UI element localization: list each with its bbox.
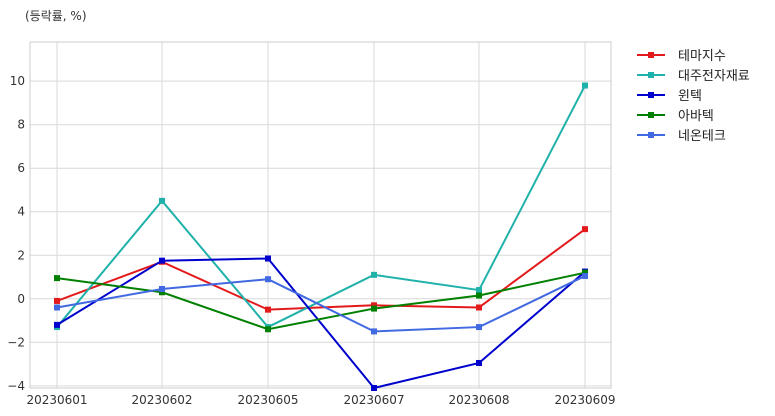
data-point xyxy=(265,306,271,313)
series-line xyxy=(56,228,586,311)
legend-item: 테마지수 xyxy=(637,49,726,64)
x-tick-label: 20230602 xyxy=(131,393,192,407)
data-point xyxy=(476,359,482,366)
data-point xyxy=(371,385,377,391)
x-tick-label: 20230601 xyxy=(26,393,87,407)
x-tick-label: 20230608 xyxy=(448,393,509,407)
legend-label: 네온테크 xyxy=(678,129,726,144)
legend-item: 대주전자재료 xyxy=(637,69,750,84)
y-tick-label: 0 xyxy=(17,292,25,306)
data-point xyxy=(371,302,377,309)
legend-marker xyxy=(648,72,654,78)
data-point xyxy=(265,255,271,262)
y-tick-label: 2 xyxy=(17,248,25,262)
data-point xyxy=(476,324,482,331)
series-line xyxy=(56,257,586,390)
series-line xyxy=(56,275,586,333)
data-point xyxy=(371,328,377,335)
data-point xyxy=(159,289,165,296)
x-tick-label: 20230605 xyxy=(237,393,298,407)
y-tick-label: −4 xyxy=(7,379,25,393)
plot-area xyxy=(29,41,612,389)
x-tick-label: 20230607 xyxy=(343,393,404,407)
legend-label: 테마지수 xyxy=(678,49,726,64)
x-axis: 20230601 20230602 20230605 20230607 20230608… xyxy=(26,393,615,407)
data-point xyxy=(54,297,60,304)
legend-marker xyxy=(648,132,654,138)
legend-label: 대주전자재료 xyxy=(678,69,750,84)
y-tick-label: 8 xyxy=(17,118,25,132)
data-point xyxy=(159,257,165,264)
legend-marker xyxy=(648,92,654,98)
data-point xyxy=(371,271,377,278)
y-tick-label: 6 xyxy=(17,161,25,175)
legend-label: 아바텍 xyxy=(678,109,714,124)
series-5 xyxy=(54,272,588,335)
series-1 xyxy=(54,226,588,313)
grid xyxy=(30,42,611,388)
data-point xyxy=(159,197,165,204)
data-point xyxy=(476,304,482,311)
legend-marker xyxy=(648,112,654,118)
series-line xyxy=(56,271,586,331)
data-point xyxy=(582,226,588,233)
data-point xyxy=(265,276,271,283)
series-layer xyxy=(54,82,588,391)
unit-label: (등락률, %) xyxy=(25,9,87,23)
data-point xyxy=(54,321,60,328)
series-4 xyxy=(54,269,588,333)
x-tick-label: 20230609 xyxy=(554,393,615,407)
data-point xyxy=(582,272,588,279)
data-point xyxy=(582,82,588,89)
data-point xyxy=(476,292,482,299)
y-tick-label: 10 xyxy=(10,74,25,88)
y-axis: −4 −2 0 2 4 6 8 10 xyxy=(7,74,25,393)
legend-item: 윈텍 xyxy=(637,89,702,104)
data-point xyxy=(476,287,482,294)
data-point xyxy=(265,326,271,333)
data-point xyxy=(54,275,60,282)
data-point xyxy=(159,285,165,292)
legend-label: 윈텍 xyxy=(678,89,702,104)
series-line xyxy=(56,85,586,329)
data-point xyxy=(371,305,377,312)
legend-item: 아바텍 xyxy=(637,109,714,124)
data-point xyxy=(582,269,588,276)
legend-item: 네온테크 xyxy=(637,129,726,144)
series-3 xyxy=(54,255,588,391)
y-tick-label: −2 xyxy=(7,335,25,349)
data-point xyxy=(54,304,60,311)
legend-marker xyxy=(648,52,654,58)
y-tick-label: 4 xyxy=(17,205,25,219)
